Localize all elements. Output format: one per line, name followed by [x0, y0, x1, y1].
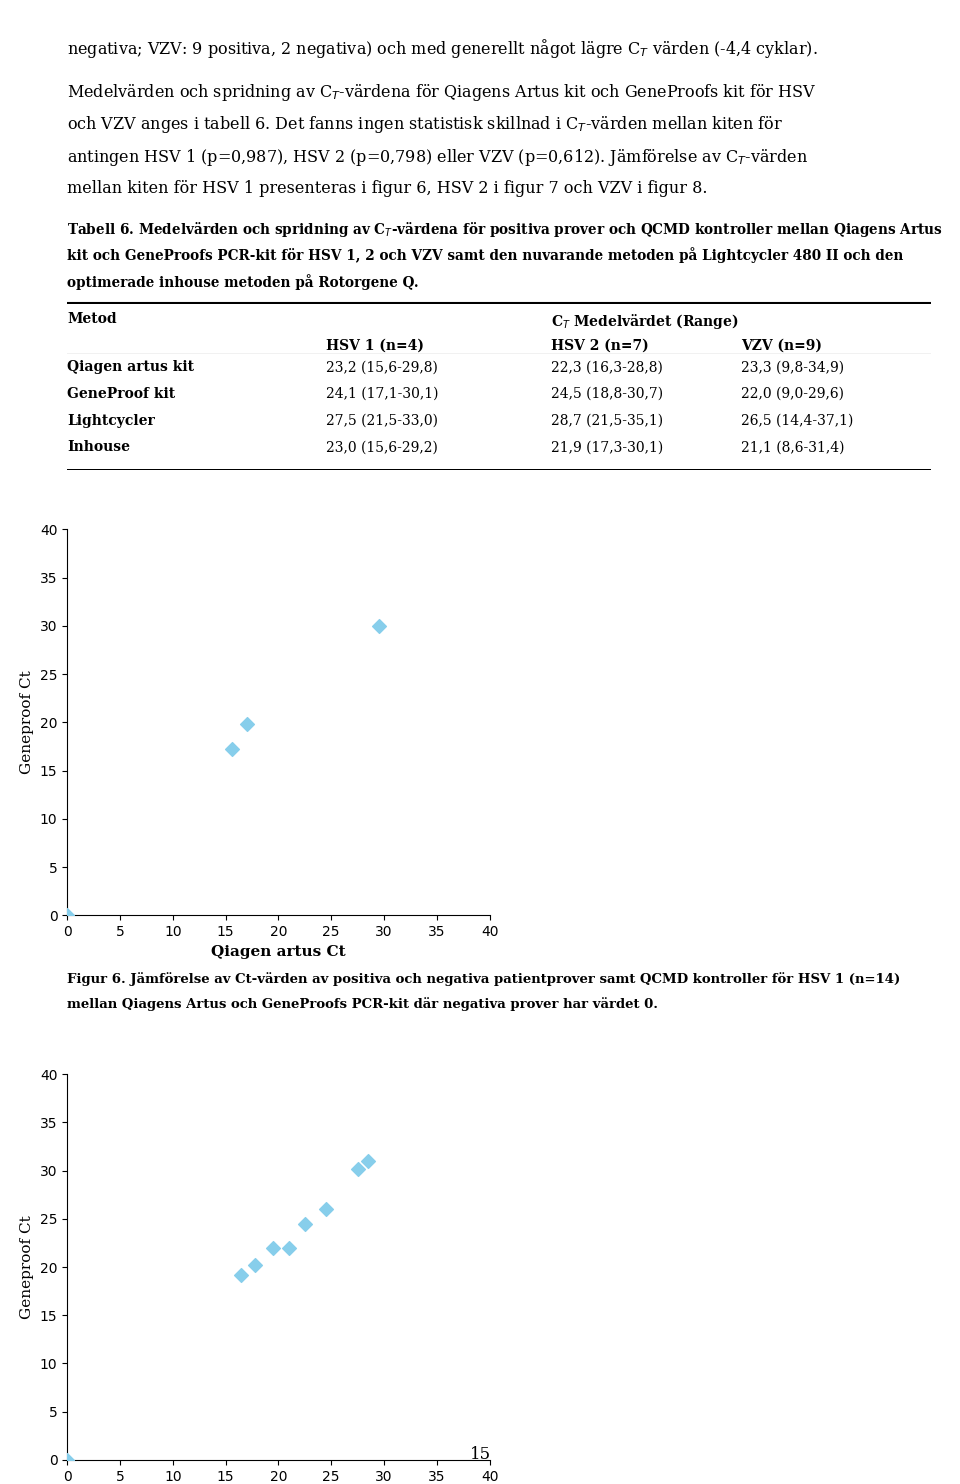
Point [298, 1212, 313, 1236]
Point [225, 738, 240, 761]
Text: 27,5 (21,5-33,0): 27,5 (21,5-33,0) [326, 414, 439, 427]
Text: optimerade inhouse metoden på Rotorgene Q.: optimerade inhouse metoden på Rotorgene … [67, 275, 419, 291]
Text: 22,0 (9,0-29,6): 22,0 (9,0-29,6) [741, 387, 844, 401]
Text: mellan Qiagens Artus och GeneProofs PCR-kit där negativa prover har värdet 0.: mellan Qiagens Artus och GeneProofs PCR-… [67, 997, 659, 1011]
Text: mellan kiten för HSV 1 presenteras i figur 6, HSV 2 i figur 7 och VZV i figur 8.: mellan kiten för HSV 1 presenteras i fig… [67, 180, 708, 196]
Text: 23,0 (15,6-29,2): 23,0 (15,6-29,2) [326, 441, 439, 454]
Text: GeneProof kit: GeneProof kit [67, 387, 176, 401]
Text: 24,5 (18,8-30,7): 24,5 (18,8-30,7) [551, 387, 663, 401]
Text: 26,5 (14,4-37,1): 26,5 (14,4-37,1) [741, 414, 853, 427]
X-axis label: Qiagen artus Ct: Qiagen artus Ct [211, 945, 346, 959]
Point [60, 1448, 75, 1472]
Text: negativa; VZV: 9 positiva, 2 negativa) och med generellt något lägre C$_T$ värde: negativa; VZV: 9 positiva, 2 negativa) o… [67, 37, 818, 59]
Text: 22,3 (16,3-28,8): 22,3 (16,3-28,8) [551, 361, 663, 374]
Text: 28,7 (21,5-35,1): 28,7 (21,5-35,1) [551, 414, 663, 427]
Text: HSV 1 (n=4): HSV 1 (n=4) [326, 338, 424, 352]
Point [319, 1198, 334, 1221]
Text: Qiagen artus kit: Qiagen artus kit [67, 361, 194, 374]
Text: Figur 6. Jämförelse av Ct-värden av positiva och negativa patientprover samt QCM: Figur 6. Jämförelse av Ct-värden av posi… [67, 972, 900, 985]
Point [350, 1156, 366, 1180]
Y-axis label: Geneproof Ct: Geneproof Ct [20, 671, 35, 775]
Text: HSV 2 (n=7): HSV 2 (n=7) [551, 338, 649, 352]
Point [239, 712, 254, 736]
Point [234, 1263, 250, 1287]
Text: VZV (n=9): VZV (n=9) [741, 338, 822, 352]
Text: 24,1 (17,1-30,1): 24,1 (17,1-30,1) [326, 387, 439, 401]
Text: 23,2 (15,6-29,8): 23,2 (15,6-29,8) [326, 361, 439, 374]
Point [372, 614, 387, 638]
Text: Tabell 6. Medelvärden och spridning av C$_T$-värdena för positiva prover och QCM: Tabell 6. Medelvärden och spridning av C… [67, 220, 943, 239]
Point [266, 1236, 281, 1260]
Text: C$_T$ Medelvärdet (Range): C$_T$ Medelvärdet (Range) [551, 312, 738, 331]
Text: 21,9 (17,3-30,1): 21,9 (17,3-30,1) [551, 441, 663, 454]
Text: kit och GeneProofs PCR-kit för HSV 1, 2 och VZV samt den nuvarande metoden på Li: kit och GeneProofs PCR-kit för HSV 1, 2 … [67, 246, 903, 263]
Text: antingen HSV 1 (p=0,987), HSV 2 (p=0,798) eller VZV (p=0,612). Jämförelse av C$_: antingen HSV 1 (p=0,987), HSV 2 (p=0,798… [67, 147, 808, 168]
Text: Metod: Metod [67, 312, 117, 325]
Point [60, 904, 75, 928]
Text: 21,1 (8,6-31,4): 21,1 (8,6-31,4) [741, 441, 845, 454]
Point [361, 1149, 376, 1172]
Point [281, 1236, 297, 1260]
Text: Inhouse: Inhouse [67, 441, 131, 454]
Text: Medelvärden och spridning av C$_T$-värdena för Qiagens Artus kit och GeneProofs : Medelvärden och spridning av C$_T$-värde… [67, 82, 817, 102]
Text: 23,3 (9,8-34,9): 23,3 (9,8-34,9) [741, 361, 844, 374]
Text: och VZV anges i tabell 6. Det fanns ingen statistisk skillnad i C$_T$-värden mel: och VZV anges i tabell 6. Det fanns inge… [67, 114, 783, 135]
Point [248, 1252, 263, 1276]
Text: Lightcycler: Lightcycler [67, 414, 155, 427]
Y-axis label: Geneproof Ct: Geneproof Ct [20, 1215, 35, 1319]
Text: 15: 15 [469, 1447, 491, 1463]
